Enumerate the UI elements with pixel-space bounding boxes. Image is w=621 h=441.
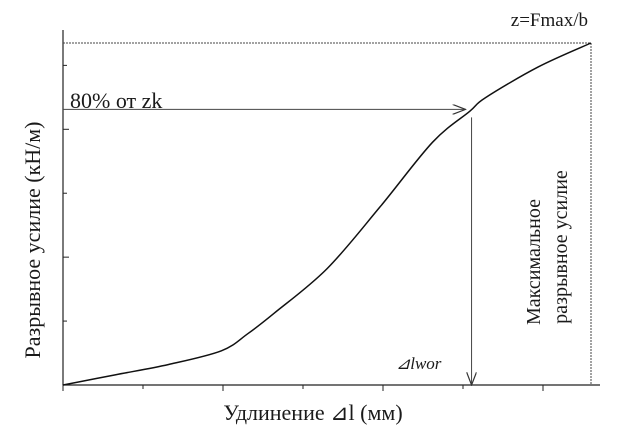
axis-ticks [62, 64, 544, 391]
y-axis-label: Разрывное усилие (кН/м) [20, 122, 45, 359]
elongation-label: ⊿lwor [396, 354, 442, 373]
vertical-label-line2: разрывное усилие [550, 170, 572, 324]
series-line [62, 42, 592, 386]
threshold-label: 80% от zk [70, 88, 162, 113]
x-axis-label: Удлинение ⊿l (мм) [223, 400, 402, 425]
vertical-label-line1: Максимальное [523, 199, 545, 325]
max-label: z=Fmax/b [511, 10, 588, 31]
